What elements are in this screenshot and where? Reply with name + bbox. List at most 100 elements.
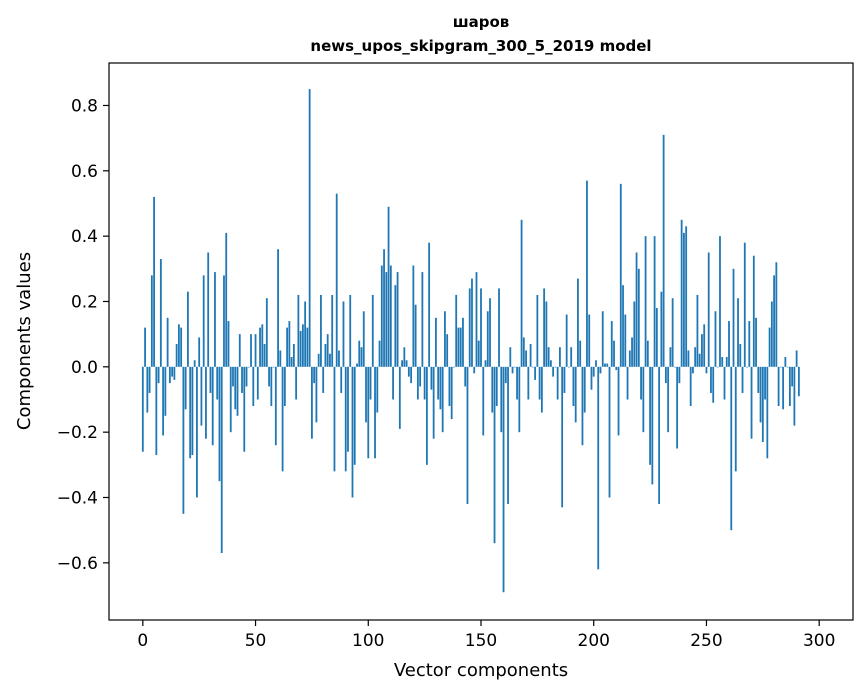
- bar: [416, 366, 419, 400]
- bar: [378, 340, 381, 367]
- bar: [599, 366, 602, 374]
- bar: [683, 232, 685, 367]
- bar: [743, 242, 746, 367]
- bar: [581, 366, 584, 446]
- bar: [493, 366, 496, 544]
- bar: [175, 343, 178, 367]
- bar: [486, 311, 489, 367]
- bar: [263, 343, 266, 367]
- bar: [338, 350, 340, 367]
- y-tick-label: −0.6: [57, 554, 98, 574]
- bar: [360, 347, 363, 367]
- bar: [750, 366, 753, 439]
- bar: [394, 285, 397, 367]
- bar: [570, 347, 573, 367]
- bar: [698, 353, 701, 367]
- bar: [640, 366, 642, 400]
- bar: [322, 366, 325, 393]
- bar: [556, 366, 559, 400]
- bar: [241, 366, 243, 393]
- y-tick-label: 0.6: [71, 162, 98, 182]
- bar: [290, 357, 293, 367]
- bar: [797, 366, 800, 397]
- bar: [412, 265, 415, 367]
- bar: [317, 353, 320, 367]
- bar: [671, 298, 674, 367]
- bar: [779, 366, 782, 368]
- bar: [764, 366, 766, 400]
- x-axis-label: Vector components: [394, 660, 568, 681]
- bar: [502, 366, 505, 593]
- bar: [448, 366, 451, 407]
- bar: [187, 291, 189, 367]
- bar: [234, 366, 237, 410]
- bar: [453, 366, 455, 368]
- bar: [531, 366, 534, 368]
- bar: [543, 288, 546, 367]
- bar: [534, 366, 537, 380]
- bar: [759, 366, 762, 423]
- bar: [353, 366, 356, 465]
- bar: [396, 272, 399, 367]
- bar: [748, 321, 751, 367]
- bar: [522, 337, 525, 367]
- bar: [281, 366, 284, 472]
- bar: [398, 366, 401, 429]
- bar: [153, 196, 155, 367]
- bar: [644, 236, 647, 367]
- bar: [669, 347, 672, 367]
- bar: [335, 193, 338, 367]
- x-tick-label: 300: [803, 631, 835, 651]
- bar: [498, 288, 500, 367]
- bar: [146, 366, 149, 413]
- bar: [365, 366, 367, 423]
- bar: [766, 366, 769, 459]
- bar: [184, 366, 187, 410]
- bar: [471, 278, 473, 367]
- chart-title-line2: news_upos_skipgram_300_5_2019 model: [310, 37, 651, 55]
- bar: [144, 327, 146, 367]
- bar: [662, 134, 665, 367]
- bar: [150, 275, 153, 367]
- bar: [326, 334, 329, 367]
- bar: [721, 357, 724, 367]
- bar: [261, 324, 264, 367]
- bar: [299, 330, 302, 367]
- bar: [475, 272, 478, 367]
- bar: [633, 301, 636, 367]
- bar: [473, 366, 476, 374]
- bar-series: [141, 89, 800, 593]
- bar: [283, 366, 286, 407]
- bar: [270, 366, 273, 407]
- bar: [538, 366, 541, 400]
- x-tick-label: 0: [137, 631, 148, 651]
- bar: [367, 366, 370, 459]
- bar: [788, 366, 791, 407]
- bar: [734, 366, 737, 472]
- bar: [371, 294, 374, 367]
- bar: [527, 366, 530, 400]
- bar: [500, 366, 503, 433]
- bar: [446, 334, 449, 367]
- bar: [561, 366, 564, 508]
- bar: [200, 366, 203, 426]
- bar: [358, 340, 361, 367]
- bar: [198, 337, 201, 367]
- bar: [635, 252, 638, 367]
- y-tick-label: 0.8: [71, 96, 98, 116]
- bar: [385, 272, 388, 367]
- y-tick-label: 0.0: [71, 358, 98, 378]
- bar: [425, 366, 428, 465]
- bar: [660, 291, 663, 367]
- bar: [347, 366, 349, 452]
- bar: [518, 366, 521, 433]
- bar: [626, 366, 629, 400]
- bar: [757, 366, 760, 393]
- bar: [782, 366, 785, 410]
- bar: [595, 360, 597, 367]
- bar: [177, 324, 180, 367]
- bar: [507, 366, 509, 505]
- bar: [701, 334, 703, 367]
- bar: [563, 366, 566, 393]
